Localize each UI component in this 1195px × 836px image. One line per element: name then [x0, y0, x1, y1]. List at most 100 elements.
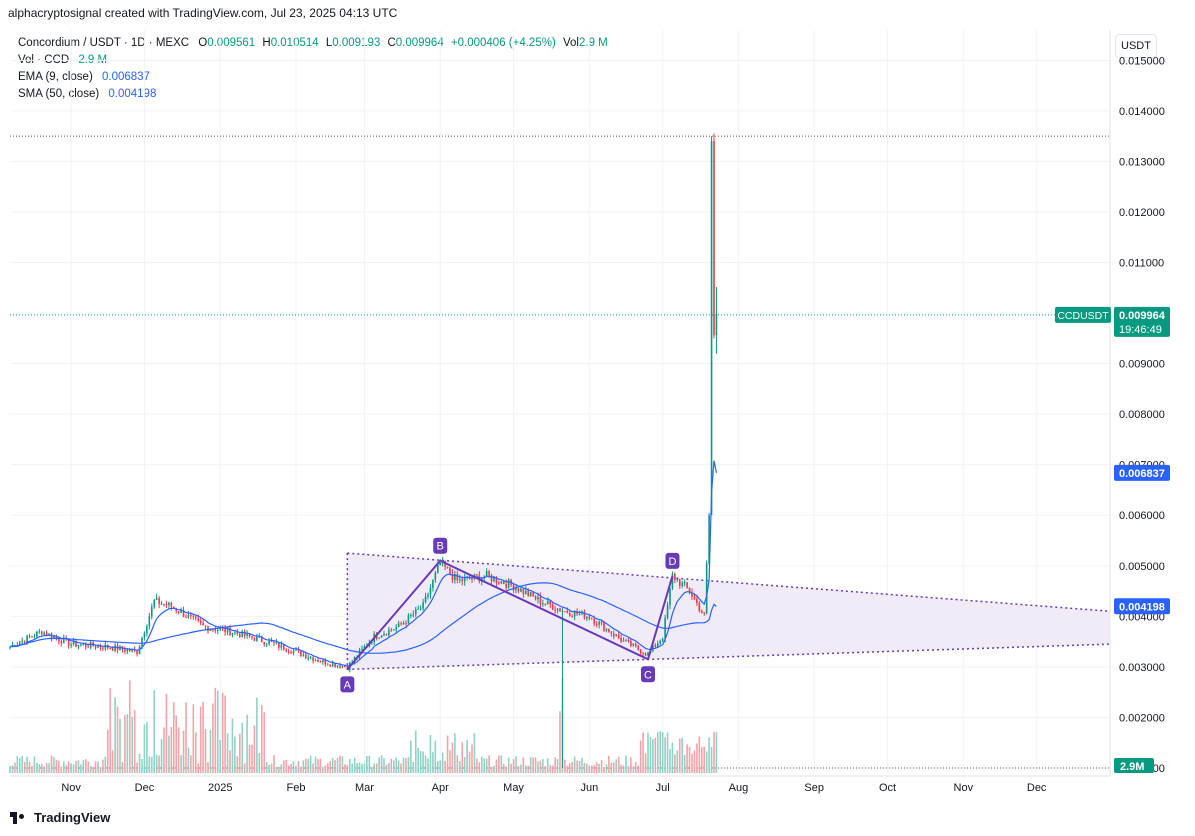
volume-bar — [148, 756, 151, 773]
volume-bar — [16, 756, 19, 773]
volume-bar — [461, 742, 464, 773]
candle-body — [529, 592, 532, 597]
y-tick-label: 0.009000 — [1119, 359, 1165, 371]
candle-body — [449, 567, 451, 574]
volume-bar — [659, 731, 662, 773]
volume-bar — [106, 729, 109, 773]
sma-price-tag: 0.004198 — [1119, 601, 1165, 613]
candle-body — [610, 632, 613, 634]
volume-bar — [507, 757, 510, 773]
volume-bar — [664, 737, 666, 773]
volume-bar — [593, 764, 596, 773]
volume-bar — [287, 765, 290, 773]
volume-bar — [21, 756, 24, 773]
x-tick-label: Dec — [135, 782, 155, 794]
candle-body — [595, 623, 598, 625]
volume-bar — [700, 747, 703, 773]
volume-bar — [265, 762, 268, 773]
candle-body — [214, 629, 217, 631]
volume-bar — [102, 759, 104, 773]
candle-body — [676, 579, 679, 581]
symbol-title[interactable]: Concordium / USDT · 1D · MEXC — [18, 37, 190, 49]
volume-bar — [520, 764, 522, 773]
candle-body — [414, 608, 417, 615]
candle-body — [111, 648, 114, 651]
candle-body — [263, 641, 266, 645]
candle-body — [600, 621, 603, 623]
candle-body — [114, 645, 116, 651]
candle-body — [578, 613, 581, 615]
candle-body — [163, 603, 165, 605]
candle-body — [219, 628, 222, 630]
volume-bar — [270, 763, 273, 773]
volume-bar — [390, 758, 393, 773]
volume-bar — [578, 760, 581, 773]
low-label: L — [325, 37, 333, 49]
candle-body — [23, 640, 26, 643]
volume-bar — [314, 756, 317, 773]
candle-body — [647, 652, 649, 656]
candle-body — [204, 625, 207, 627]
candle-body — [307, 657, 310, 659]
candle-body — [334, 663, 336, 667]
candle-body — [590, 618, 593, 620]
candle-body — [458, 579, 461, 581]
volume-bar — [451, 742, 454, 773]
volume-bar — [356, 763, 358, 773]
candle-body — [713, 141, 715, 336]
volume-bar — [45, 762, 48, 773]
sma-price-tag-bg — [1114, 598, 1170, 615]
tradingview-logo-icon — [10, 811, 28, 824]
candle-body — [561, 611, 564, 613]
volume-bar — [527, 765, 530, 773]
candle-body — [534, 596, 537, 600]
volume-bar — [622, 765, 625, 773]
candle-body — [632, 643, 635, 647]
candle-body — [84, 643, 87, 647]
candle-body — [659, 640, 662, 644]
volume-bar — [559, 711, 561, 773]
volume-bar — [33, 756, 36, 773]
volume-bar — [588, 765, 591, 773]
candle-body — [258, 636, 261, 638]
volume-bar — [600, 760, 603, 773]
volume-bar — [65, 765, 68, 773]
volume-bar — [177, 727, 180, 773]
volume-bar — [698, 736, 701, 773]
candle-body — [683, 582, 686, 584]
candle-body — [568, 613, 571, 617]
volume-bar — [236, 756, 239, 773]
candle-body — [126, 649, 129, 652]
candle-body — [383, 633, 385, 636]
candle-body — [136, 650, 138, 655]
currency-button[interactable]: USDT — [1115, 34, 1157, 58]
volume-bar — [290, 764, 292, 773]
candle-body — [571, 616, 574, 618]
candle-body — [593, 618, 596, 624]
volume-bar — [300, 766, 302, 773]
volume-bar — [273, 755, 275, 773]
candle-body — [295, 649, 297, 651]
volume-bar — [603, 767, 605, 773]
candle-body — [260, 636, 263, 642]
volume-bar — [256, 697, 258, 773]
candle-body — [58, 637, 60, 642]
candle-body — [422, 602, 424, 609]
candle-body — [583, 611, 586, 619]
x-tick-label: Jul — [656, 782, 670, 794]
ema-row[interactable]: EMA (9, close) 0.006837 — [18, 69, 608, 86]
candle-body — [693, 596, 696, 599]
volume-tag-bg — [1114, 758, 1154, 773]
tradingview-brand[interactable]: TradingView — [10, 810, 110, 825]
volume-bar — [480, 756, 483, 773]
volume-bar — [104, 756, 107, 773]
volume-bar — [258, 753, 261, 773]
candle-body — [329, 664, 332, 667]
candle-body — [681, 582, 684, 586]
candle-body — [268, 640, 270, 645]
candle-body — [627, 640, 630, 642]
candle-body — [461, 579, 464, 582]
volume-bar — [473, 733, 476, 773]
last-price-tag: 0.009964 — [1119, 310, 1166, 322]
